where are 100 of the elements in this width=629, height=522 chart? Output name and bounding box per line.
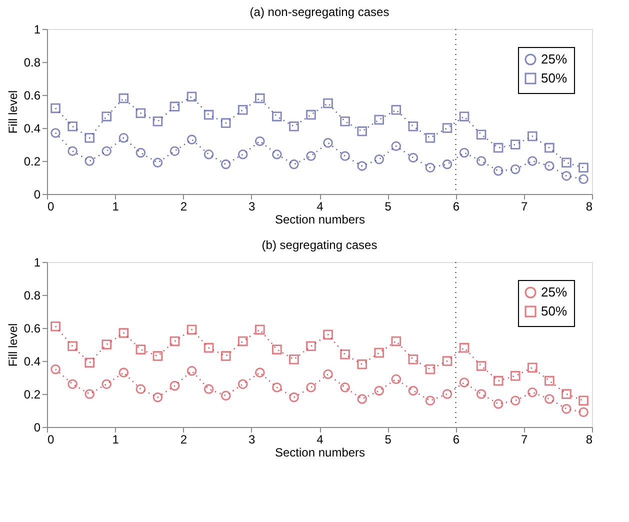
x-tick-label: 0 (48, 200, 54, 214)
point (544, 376, 554, 386)
point (459, 342, 470, 353)
chart-title: (a) non-segregating cases (250, 5, 390, 19)
point (425, 396, 436, 406)
y-tick-label: 0.2 (24, 154, 41, 168)
point (562, 404, 572, 414)
x-tick-label: 7 (521, 200, 528, 214)
x-tick-label: 3 (248, 432, 256, 446)
point (136, 108, 146, 118)
point (50, 103, 60, 114)
point (425, 133, 436, 143)
point (323, 369, 333, 380)
point (272, 112, 282, 122)
point (340, 350, 350, 360)
legend-label: 50% (541, 70, 568, 86)
point (459, 148, 470, 158)
point (50, 364, 60, 374)
point (255, 136, 265, 146)
x-tick-label: 6 (452, 200, 460, 214)
point (357, 161, 367, 171)
point (220, 159, 231, 170)
point (204, 342, 214, 353)
point (306, 382, 316, 392)
point (578, 162, 588, 172)
point (476, 389, 486, 399)
point (510, 370, 520, 381)
point (442, 356, 452, 366)
point (102, 340, 112, 350)
legend-label: 25% (541, 284, 568, 300)
x-tick-label: 2 (180, 432, 188, 446)
point (340, 151, 350, 161)
point (170, 336, 180, 346)
y-tick-label: 1 (34, 256, 41, 270)
point (528, 156, 538, 166)
point (391, 336, 402, 346)
y-tick-label: 1 (34, 22, 41, 36)
point (255, 93, 265, 104)
point (578, 396, 588, 406)
point (186, 92, 197, 102)
point (528, 387, 538, 398)
point (408, 152, 418, 163)
point (152, 392, 163, 402)
point (84, 133, 94, 143)
point (493, 399, 504, 409)
point (118, 368, 129, 378)
chart-title: (b) segregating cases (262, 238, 378, 252)
point (186, 324, 197, 335)
point (562, 158, 572, 168)
point (170, 146, 180, 156)
point (84, 358, 94, 368)
point (459, 112, 470, 122)
point (118, 93, 129, 104)
x-tick-label: 1 (112, 200, 120, 214)
legend-label: 50% (541, 304, 568, 318)
point (84, 389, 94, 399)
point (510, 140, 520, 150)
point (442, 159, 452, 170)
point (68, 121, 78, 132)
x-axis-title: Section numbers (274, 446, 366, 460)
point (204, 110, 214, 120)
x-tick-label: 2 (180, 200, 188, 214)
point (152, 158, 163, 168)
point (136, 148, 146, 158)
point (340, 382, 350, 392)
point (118, 328, 129, 338)
y-tick-label: 0.4 (24, 122, 41, 136)
point (272, 382, 282, 392)
y-tick-label: 0.2 (24, 388, 41, 402)
point (510, 396, 520, 406)
point (220, 351, 231, 361)
point (459, 378, 470, 388)
point (493, 166, 504, 176)
point (186, 134, 197, 144)
point (493, 376, 504, 386)
point (476, 361, 486, 371)
point (272, 344, 282, 354)
point (408, 121, 418, 132)
point (238, 104, 248, 115)
x-tick-label: 0 (48, 432, 54, 446)
y-axis-title: Fill level (6, 323, 20, 367)
point (476, 156, 486, 166)
point (289, 392, 299, 402)
point (220, 118, 231, 128)
point (118, 133, 129, 143)
point (493, 142, 504, 153)
point (340, 116, 350, 126)
point (289, 354, 299, 364)
point (442, 123, 452, 133)
point (289, 159, 299, 170)
point (578, 174, 588, 184)
point (204, 384, 214, 394)
point (357, 394, 367, 404)
point (544, 142, 554, 153)
point (357, 359, 367, 370)
point (528, 131, 538, 142)
point (68, 379, 78, 389)
y-axis-title: Fill level (6, 90, 20, 134)
point (408, 386, 418, 396)
point (374, 386, 384, 396)
